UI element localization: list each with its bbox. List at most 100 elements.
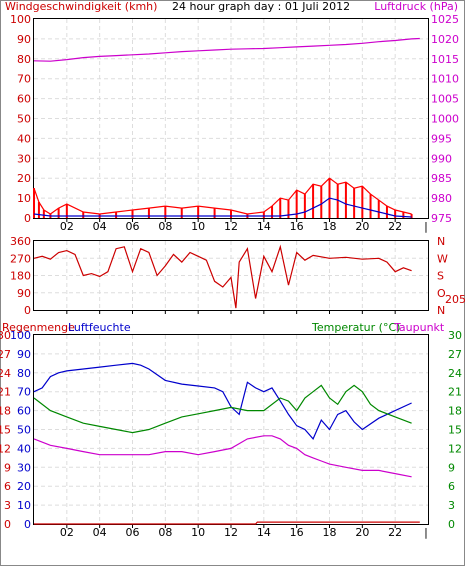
current-direction-value: 205 — [445, 293, 465, 306]
x-tick-label: 06 — [126, 526, 140, 539]
wind-axis-tick: 40 — [17, 132, 31, 145]
x-tick-label: 16 — [290, 526, 304, 539]
x-tick-label: 06 — [126, 220, 140, 233]
pressure-axis-tick: 995 — [431, 132, 452, 145]
humidity-axis-tick: 70 — [17, 386, 31, 399]
rain-axis-title: Regenmenge — [2, 321, 75, 334]
pressure-line — [33, 37, 420, 62]
humidity-line — [33, 362, 412, 441]
temperature-axis-title: Temperatur (°C) — [311, 321, 400, 334]
humidity-axis-tick: 100 — [10, 329, 31, 342]
pressure-axis-tick: 1010 — [431, 73, 459, 86]
x-tick-end: | — [424, 526, 428, 539]
pressure-axis-tick: 1020 — [431, 33, 459, 46]
wind-axis-tick: 70 — [17, 73, 31, 86]
x-tick-label: 22 — [388, 526, 402, 539]
rain-axis-tick: 0 — [4, 518, 11, 531]
rain-axis-tick: 18 — [0, 405, 11, 418]
humidity-axis-tick: 60 — [17, 405, 31, 418]
wind-axis-tick: 10 — [17, 192, 31, 205]
pressure-axis-tick: 1025 — [431, 13, 459, 26]
pressure-axis-tick: 980 — [431, 192, 452, 205]
x-tick-label: 10 — [191, 220, 205, 233]
rain-axis-tick: 30 — [0, 329, 11, 342]
x-tick-label: 18 — [323, 526, 337, 539]
rain-axis-tick: 3 — [4, 499, 11, 512]
compass-label: N — [437, 304, 445, 317]
temperature-axis-tick: 0 — [448, 518, 455, 531]
wind-axis-tick: 100 — [10, 13, 31, 26]
compass-label: S — [437, 270, 444, 283]
temperature-axis-tick: 3 — [448, 499, 455, 512]
rain-axis-tick: 15 — [0, 424, 11, 437]
x-tick-label: 02 — [60, 526, 74, 539]
x-tick-end: | — [424, 220, 428, 233]
dewpoint-line — [33, 435, 412, 478]
wind-axis-tick: 60 — [17, 93, 31, 106]
average-wind-line — [33, 197, 412, 218]
wind-axis-tick: 90 — [17, 33, 31, 46]
temperature-axis-tick: 12 — [448, 442, 462, 455]
temperature-axis-tick: 27 — [448, 348, 462, 361]
temperature-axis-tick: 6 — [448, 480, 455, 493]
temperature-line — [33, 384, 412, 434]
x-tick-label: 08 — [158, 526, 172, 539]
temperature-axis-tick: 9 — [448, 461, 455, 474]
humidity-axis-tick: 10 — [17, 499, 31, 512]
compass-label: O — [437, 287, 446, 300]
wind-speed-line — [33, 177, 412, 215]
x-tick-label: 04 — [93, 526, 107, 539]
x-tick-label: 12 — [224, 220, 238, 233]
dewpoint-axis-title: Taupunkt — [393, 321, 445, 334]
x-tick-label: 18 — [323, 220, 337, 233]
temperature-axis-tick: 18 — [448, 405, 462, 418]
grid-lines — [34, 19, 428, 524]
rain-axis-tick: 6 — [4, 480, 11, 493]
humidity-axis-tick: 20 — [17, 480, 31, 493]
x-tick-label: 08 — [158, 220, 172, 233]
x-tick-label: 10 — [191, 526, 205, 539]
x-tick-label: 20 — [355, 220, 369, 233]
direction-axis-tick: 180 — [10, 270, 31, 283]
wind-axis-title: Windgeschwindigkeit (kmh) — [5, 0, 157, 13]
compass-label: W — [437, 252, 448, 265]
wind-axis-tick: 20 — [17, 172, 31, 185]
humidity-axis-tick: 80 — [17, 367, 31, 380]
humidity-axis-tick: 90 — [17, 348, 31, 361]
rain-axis-tick: 21 — [0, 386, 11, 399]
pressure-axis-tick: 985 — [431, 172, 452, 185]
pressure-axis-tick: 990 — [431, 152, 452, 165]
humidity-axis-tick: 40 — [17, 442, 31, 455]
series-lines — [33, 37, 420, 525]
humidity-axis-tick: 50 — [17, 424, 31, 437]
wind-direction-line — [33, 244, 412, 309]
x-tick-label: 20 — [355, 526, 369, 539]
wind-axis-tick: 0 — [24, 212, 31, 225]
pressure-axis-tick: 1005 — [431, 93, 459, 106]
rain-axis-tick: 12 — [0, 442, 11, 455]
direction-axis-tick: 360 — [10, 235, 31, 248]
pressure-axis-tick: 975 — [431, 212, 452, 225]
x-tick-label: 02 — [60, 220, 74, 233]
wind-axis-tick: 50 — [17, 113, 31, 126]
temperature-axis-tick: 21 — [448, 386, 462, 399]
wind-axis-tick: 80 — [17, 53, 31, 66]
pressure-axis-tick: 1015 — [431, 53, 459, 66]
direction-axis-tick: 90 — [17, 287, 31, 300]
tick-labels: 02 04 06 08 10 12 14 16 18 20 22 |01020304050607080… — [0, 13, 465, 539]
x-tick-label: 16 — [290, 220, 304, 233]
rain-axis-tick: 27 — [0, 348, 11, 361]
rain-line — [34, 521, 420, 525]
wind-axis-tick: 30 — [17, 152, 31, 165]
temperature-axis-tick: 24 — [448, 367, 462, 380]
x-tick-label: 14 — [257, 220, 271, 233]
chart-title: 24 hour graph day : 01 Juli 2012 — [172, 0, 350, 13]
x-tick-label: 14 — [257, 526, 271, 539]
direction-axis-tick: 270 — [10, 252, 31, 265]
rain-axis-tick: 9 — [4, 461, 11, 474]
x-tick-label: 12 — [224, 526, 238, 539]
temperature-axis-tick: 15 — [448, 424, 462, 437]
x-tick-label: 22 — [388, 220, 402, 233]
humidity-axis-title: Luftfeuchte — [68, 321, 131, 334]
